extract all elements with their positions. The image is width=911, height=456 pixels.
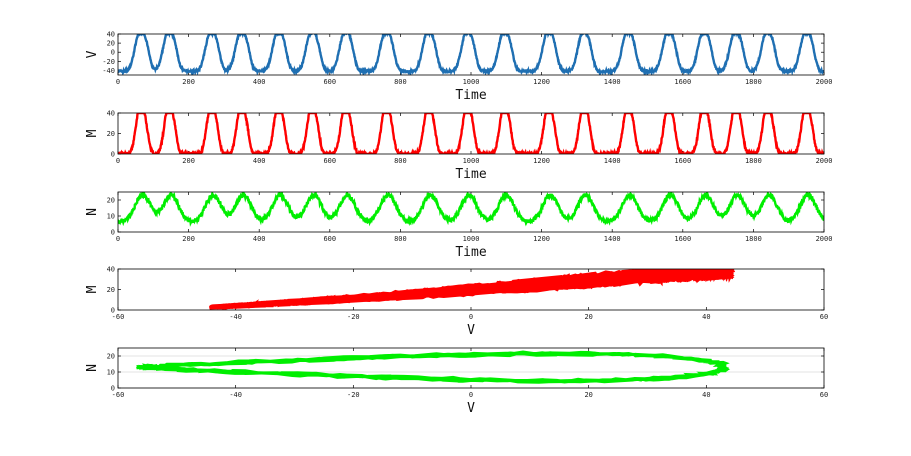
- x-tick-label: 200: [182, 235, 195, 243]
- x-tick-label: 1000: [463, 78, 480, 86]
- x-axis-label: V: [467, 401, 475, 416]
- x-tick-label: 0: [116, 235, 120, 243]
- y-tick-label: 20: [107, 197, 115, 205]
- x-tick-label: 2000: [816, 157, 833, 165]
- x-axis-label: Time: [455, 167, 486, 182]
- y-tick-label: 20: [107, 40, 115, 48]
- x-tick-label: 0: [116, 78, 120, 86]
- x-tick-label: -40: [229, 391, 242, 399]
- y-axis-label: V: [85, 50, 100, 58]
- x-axis-label: V: [467, 323, 475, 338]
- panel-v: 0 200 400 600 800 1000 1200 1400 1600 1800 2000-40…: [85, 31, 832, 104]
- x-tick-label: 1000: [463, 235, 480, 243]
- x-tick-label: 60: [820, 313, 828, 321]
- series-line-m: [118, 113, 824, 154]
- x-tick-label: 1800: [745, 157, 762, 165]
- y-tick-label: 20: [107, 286, 115, 294]
- x-tick-label: 2000: [816, 235, 833, 243]
- plot-frame: [117, 112, 825, 155]
- x-tick-label: 1600: [674, 78, 691, 86]
- y-axis-label: N: [85, 364, 100, 372]
- x-tick-label: 1800: [745, 235, 762, 243]
- panel-m: 0 200 400 600 800 1000 1200 1400 1600 1800 2000 0 20…: [85, 110, 832, 183]
- y-tick-label: 40: [107, 110, 115, 118]
- x-tick-label: 60: [820, 391, 828, 399]
- series-phase-vm: [209, 269, 736, 310]
- plot-frame: [117, 33, 825, 76]
- panel-n: 0 200 400 600 800 1000 1200 1400 1600 1800 2000 0 10…: [85, 191, 833, 260]
- x-tick-label: 1200: [533, 235, 550, 243]
- y-tick-label: 0: [111, 229, 115, 237]
- y-axis-label: M: [85, 285, 100, 293]
- panel-vm: -60 -40 -20 0 20 40 60 0 20 40 V M: [85, 266, 828, 339]
- series-phase-vn: [135, 350, 731, 384]
- y-tick-label: 0: [111, 151, 115, 159]
- x-tick-label: -60: [112, 391, 125, 399]
- x-tick-label: 1000: [463, 157, 480, 165]
- x-tick-label: 600: [323, 78, 336, 86]
- x-tick-label: 20: [584, 391, 592, 399]
- x-tick-label: 1200: [533, 157, 550, 165]
- x-axis-label: Time: [455, 245, 486, 260]
- y-axis-label: M: [85, 129, 100, 137]
- y-tick-label: 0: [111, 307, 115, 315]
- x-axis-label: Time: [455, 88, 486, 103]
- x-tick-label: 1600: [674, 235, 691, 243]
- panel-vn: -60 -40 -20 0 20 40 60 0 10 20 V N: [85, 347, 828, 416]
- x-tick-label: -20: [347, 391, 360, 399]
- plot-frame: [117, 191, 825, 233]
- x-tick-label: 400: [253, 78, 266, 86]
- x-tick-label: 0: [116, 157, 120, 165]
- x-tick-label: 40: [702, 391, 710, 399]
- y-tick-label: 0: [111, 49, 115, 57]
- y-tick-label: 0: [111, 385, 115, 393]
- x-tick-label: 200: [182, 157, 195, 165]
- x-tick-label: 200: [182, 78, 195, 86]
- x-tick-label: 2000: [816, 78, 833, 86]
- y-tick-label: 10: [107, 213, 115, 221]
- y-tick-label: -20: [102, 58, 115, 66]
- y-tick-label: 20: [107, 130, 115, 138]
- x-tick-label: 20: [584, 313, 592, 321]
- y-tick-label: -40: [102, 67, 115, 75]
- x-tick-label: 1400: [604, 157, 621, 165]
- x-tick-label: 800: [394, 157, 407, 165]
- y-tick-label: 10: [107, 369, 115, 377]
- x-tick-label: 1400: [604, 235, 621, 243]
- x-tick-label: 400: [253, 157, 266, 165]
- x-tick-label: -20: [347, 313, 360, 321]
- series-line-v: [118, 34, 824, 75]
- y-tick-label: 20: [107, 353, 115, 361]
- x-tick-label: 600: [323, 235, 336, 243]
- y-tick-label: 40: [107, 31, 115, 39]
- x-tick-label: 1400: [604, 78, 621, 86]
- x-tick-label: 0: [469, 313, 473, 321]
- x-tick-label: 0: [469, 391, 473, 399]
- series-line-n: [118, 192, 824, 227]
- plot-frame: [117, 268, 825, 311]
- y-axis-label: N: [85, 208, 100, 216]
- x-tick-label: 400: [253, 235, 266, 243]
- x-tick-label: -60: [112, 313, 125, 321]
- x-tick-label: 800: [394, 78, 407, 86]
- x-tick-label: -40: [229, 313, 242, 321]
- plot-frame: [117, 347, 825, 389]
- x-tick-label: 800: [394, 235, 407, 243]
- y-tick-label: 40: [107, 266, 115, 274]
- x-tick-label: 1800: [745, 78, 762, 86]
- x-tick-label: 40: [702, 313, 710, 321]
- x-tick-label: 1200: [533, 78, 550, 86]
- x-tick-label: 600: [323, 157, 336, 165]
- x-tick-label: 1600: [674, 157, 691, 165]
